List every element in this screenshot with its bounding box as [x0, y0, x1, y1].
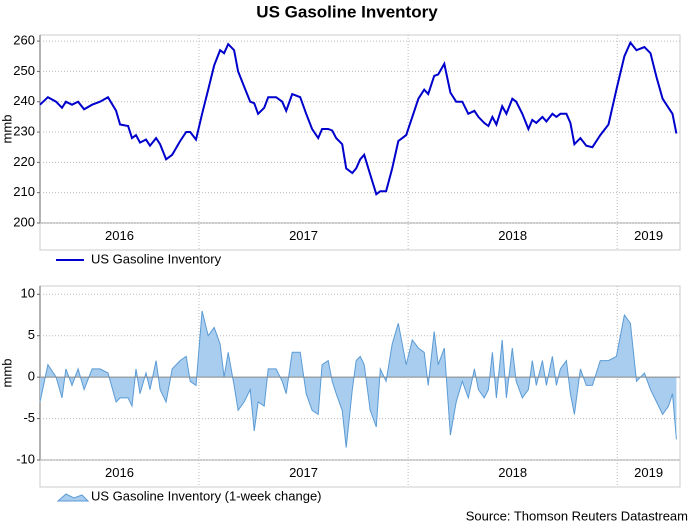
y-axis-label: mmb	[0, 115, 14, 144]
legend-label: US Gasoline Inventory	[91, 251, 222, 266]
y-tick-label: 230	[13, 123, 35, 138]
y-tick-label: 0	[28, 369, 35, 384]
y-tick-label: 210	[13, 184, 35, 199]
x-tick-label: 2016	[105, 465, 134, 480]
y-tick-label: 10	[21, 286, 35, 301]
series-line	[39, 40, 678, 196]
area-line	[39, 310, 677, 448]
y-tick-label: 240	[13, 93, 35, 108]
area-fill	[40, 310, 677, 448]
x-tick-label: 2016	[105, 228, 134, 243]
plot-frame	[39, 285, 681, 488]
x-tick-label: 2019	[634, 228, 663, 243]
x-tick-label: 2019	[634, 465, 663, 480]
legend-label: US Gasoline Inventory (1-week change)	[91, 488, 322, 503]
y-tick-label: -10	[16, 451, 35, 466]
y-tick-label: 200	[13, 214, 35, 229]
y-axis-label: mmb	[0, 359, 14, 388]
x-tick-label: 2017	[289, 465, 318, 480]
x-tick-label: 2018	[498, 228, 527, 243]
x-tick-label: 2018	[498, 465, 527, 480]
source: Source: Thomson Reuters Datastream	[466, 508, 688, 523]
y-tick-label: -5	[23, 410, 35, 425]
y-tick-label: 5	[28, 327, 35, 342]
y-tick-label: 250	[13, 63, 35, 78]
y-tick-label: 260	[13, 33, 35, 48]
x-tick-label: 2017	[289, 228, 318, 243]
chart-title: US Gasoline Inventory	[256, 2, 438, 21]
legend-swatch	[56, 493, 90, 502]
y-tick-label: 220	[13, 154, 35, 169]
